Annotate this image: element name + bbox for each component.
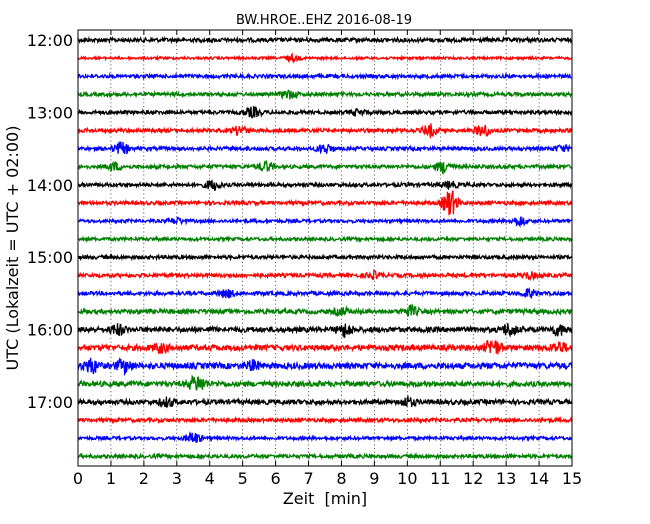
y-tick-label: 14:00 [27, 176, 73, 195]
seismic-trace [77, 141, 573, 155]
seismic-trace [77, 106, 573, 119]
x-tick-label: 8 [336, 469, 346, 488]
seismic-trace [77, 339, 573, 355]
seismic-trace [77, 268, 573, 282]
chart-title: BW.HROE..EHZ 2016-08-19 [236, 13, 412, 28]
trace-group [77, 35, 573, 461]
y-tick-label: 15:00 [27, 248, 73, 267]
x-tick-label: 7 [303, 469, 313, 488]
x-axis-label: Zeit [min] [283, 489, 367, 508]
x-tick-label: 1 [106, 469, 116, 488]
seismic-trace [77, 394, 573, 409]
x-tick-label: 14 [529, 469, 549, 488]
seismic-trace [77, 374, 573, 391]
x-tick-label: 12 [463, 469, 483, 488]
y-tick-label: 13:00 [27, 103, 73, 122]
seismic-trace [77, 160, 573, 175]
seismic-trace [77, 216, 573, 228]
x-tick-label: 6 [271, 469, 281, 488]
seismic-trace [77, 89, 573, 100]
seismic-trace [77, 235, 573, 244]
x-tick-label: 10 [397, 469, 417, 488]
x-tick-label: 2 [139, 469, 149, 488]
x-tick-label: 3 [172, 469, 182, 488]
seismic-trace [77, 71, 573, 81]
plot-frame [77, 29, 573, 467]
x-tick-label: 5 [238, 469, 248, 488]
seismic-trace [77, 302, 573, 318]
y-tick-label: 16:00 [27, 321, 73, 340]
x-tick-label: 4 [205, 469, 215, 488]
seismic-trace [77, 431, 573, 443]
y-tick-label: 17:00 [27, 393, 73, 412]
seismic-trace [77, 356, 573, 377]
seismic-trace [77, 190, 573, 216]
x-tick-label: 11 [430, 469, 450, 488]
seismic-trace [77, 452, 573, 461]
x-tick-label: 9 [369, 469, 379, 488]
seismic-trace [77, 123, 573, 139]
x-tick-label: 0 [73, 469, 83, 488]
seismic-trace [77, 323, 573, 338]
y-axis-label: UTC (Lokalzeit = UTC + 02:00) [3, 126, 22, 371]
x-tick-label: 15 [562, 469, 582, 488]
seismic-trace [77, 415, 573, 425]
y-axis-ticks: 12:00 13:00 14:00 15:00 16:00 17:00 [27, 31, 572, 412]
seismic-trace [77, 35, 573, 45]
y-tick-label: 12:00 [27, 31, 73, 50]
x-axis-ticks: 0 1 2 3 4 5 6 7 8 9 10 11 12 13 14 15 [73, 30, 582, 488]
seismic-trace [77, 179, 573, 191]
seismic-trace [77, 253, 573, 262]
seismic-trace [77, 286, 573, 299]
seismic-trace [77, 52, 573, 64]
grid-lines [110, 30, 540, 466]
x-tick-label: 13 [496, 469, 516, 488]
